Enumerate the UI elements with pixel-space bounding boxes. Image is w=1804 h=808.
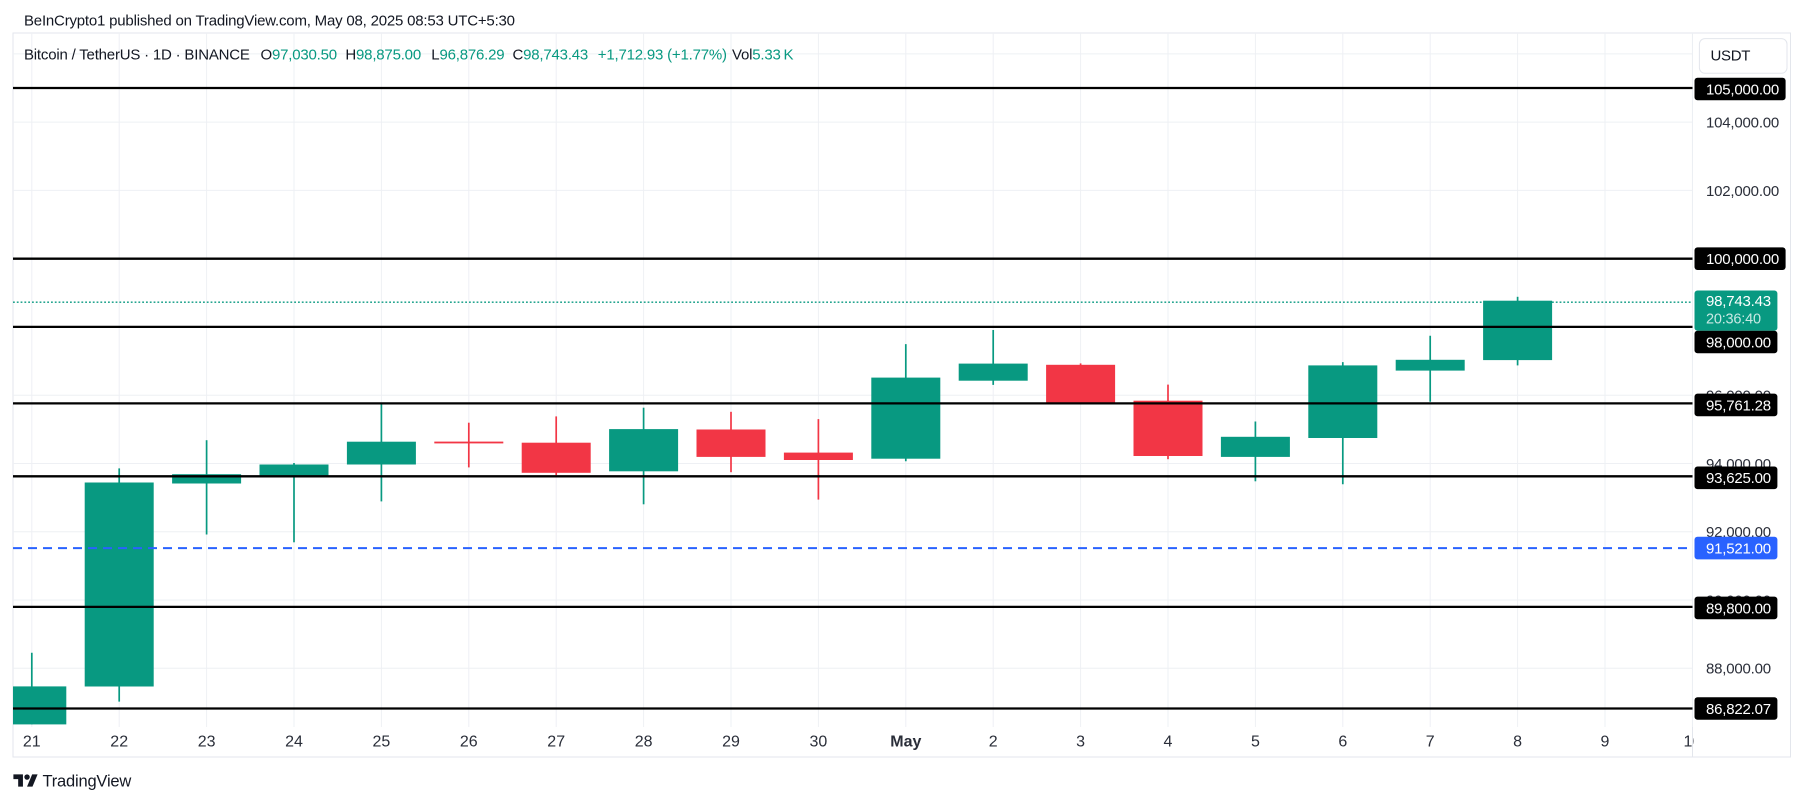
svg-text:Bitcoin / TetherUS · 1D · BINA: Bitcoin / TetherUS · 1D · BINANCE [24,47,250,64]
svg-text:6: 6 [1338,734,1347,751]
svg-text:89,800.00: 89,800.00 [1706,600,1771,617]
svg-text:20:36:40: 20:36:40 [1706,311,1761,327]
svg-text:100,000.00: 100,000.00 [1706,251,1779,268]
svg-text:93,625.00: 93,625.00 [1706,470,1771,487]
svg-text:TradingView: TradingView [43,773,132,791]
svg-text:H98,875.00: H98,875.00 [345,47,421,64]
svg-text:O97,030.50: O97,030.50 [261,47,337,64]
svg-text:BeInCrypto1 published on Tradi: BeInCrypto1 published on TradingView.com… [24,12,515,29]
svg-text:21: 21 [23,734,41,751]
svg-text:26: 26 [460,734,478,751]
svg-text:30: 30 [810,734,828,751]
svg-text:4: 4 [1164,734,1173,751]
svg-text:May: May [890,734,921,751]
svg-text:88,000.00: 88,000.00 [1706,661,1771,678]
svg-text:3: 3 [1076,734,1085,751]
svg-text:28: 28 [635,734,653,751]
svg-text:98,743.43: 98,743.43 [1706,293,1771,310]
svg-text:C98,743.43: C98,743.43 [513,47,589,64]
svg-text:23: 23 [198,734,216,751]
svg-text:L96,876.29: L96,876.29 [431,47,504,64]
svg-text:22: 22 [110,734,128,751]
svg-text:USDT: USDT [1711,48,1751,65]
svg-text:86,822.07: 86,822.07 [1706,701,1771,718]
svg-text:25: 25 [373,734,391,751]
svg-text:24: 24 [285,734,303,751]
svg-text:+1,712.93 (+1.77%): +1,712.93 (+1.77%) [598,47,727,64]
svg-text:98,000.00: 98,000.00 [1706,334,1771,351]
svg-text:95,761.28: 95,761.28 [1706,397,1771,414]
svg-text:104,000.00: 104,000.00 [1706,115,1779,132]
svg-text:102,000.00: 102,000.00 [1706,183,1779,200]
svg-text:27: 27 [547,734,565,751]
svg-text:9: 9 [1601,734,1610,751]
svg-text:10: 10 [1684,734,1702,751]
svg-text:5: 5 [1251,734,1260,751]
svg-text:Vol5.33 K: Vol5.33 K [732,47,793,64]
svg-text:2: 2 [989,734,998,751]
svg-text:105,000.00: 105,000.00 [1706,81,1779,98]
svg-text:91,521.00: 91,521.00 [1706,541,1771,558]
svg-text:8: 8 [1513,734,1522,751]
svg-text:29: 29 [722,734,740,751]
svg-text:7: 7 [1426,734,1435,751]
